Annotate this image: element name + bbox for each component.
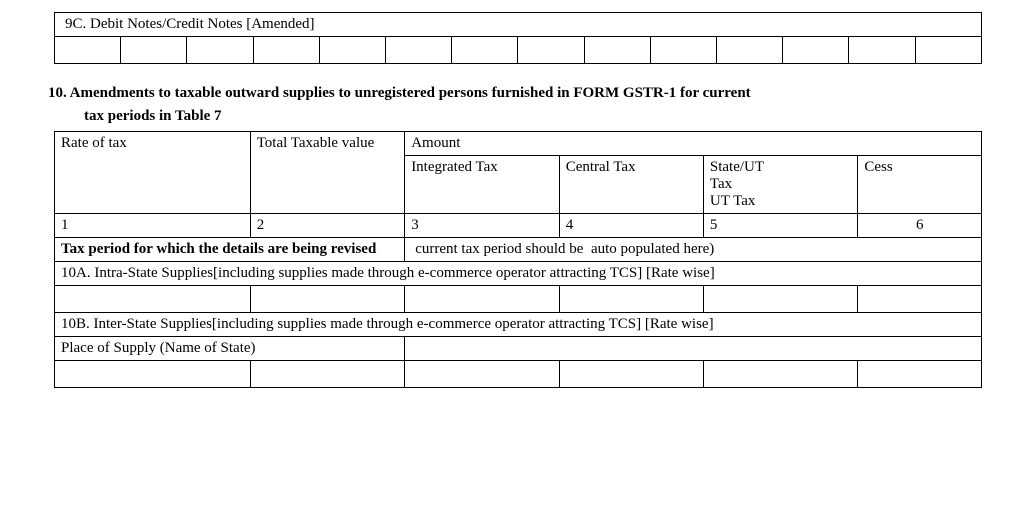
hdr-amount: Amount <box>405 132 982 156</box>
table-9c-empty-row <box>55 37 982 64</box>
numcol-1: 1 <box>55 214 251 238</box>
table-10-row-10b: 10B. Inter-State Supplies[including supp… <box>55 313 982 337</box>
revised-left: Tax period for which the details are bei… <box>55 238 405 262</box>
hdr-rate-of-tax: Rate of tax <box>55 132 251 214</box>
revised-right: current tax period should be auto popula… <box>405 238 982 262</box>
table-10-row-10a-empty <box>55 286 982 313</box>
section-10-heading-line1: 10. Amendments to taxable outward suppli… <box>48 85 751 101</box>
section-10-heading: 10. Amendments to taxable outward suppli… <box>48 82 982 127</box>
hdr-state-ut-tax: State/UT Tax UT Tax <box>703 156 858 214</box>
table-10: Rate of tax Total Taxable value Amount I… <box>54 131 982 388</box>
hdr-cess: Cess <box>858 156 982 214</box>
place-of-supply-empty <box>405 337 982 361</box>
numcol-3: 3 <box>405 214 560 238</box>
hdr-state-ut-l3: UT Tax <box>710 193 755 209</box>
numcol-2: 2 <box>250 214 405 238</box>
place-of-supply: Place of Supply (Name of State) <box>55 337 405 361</box>
section-10-heading-line2: tax periods in Table 7 <box>48 105 982 128</box>
numcol-4: 4 <box>559 214 703 238</box>
table-10-header-row1: Rate of tax Total Taxable value Amount <box>55 132 982 156</box>
hdr-total-taxable-value: Total Taxable value <box>250 132 405 214</box>
table-10-last-empty <box>55 361 982 388</box>
table-9c: 9C. Debit Notes/Credit Notes [Amended] <box>54 12 982 64</box>
hdr-central-tax: Central Tax <box>559 156 703 214</box>
section-9c-title: 9C. Debit Notes/Credit Notes [Amended] <box>55 13 982 37</box>
hdr-integrated-tax: Integrated Tax <box>405 156 560 214</box>
row-10b-text: 10B. Inter-State Supplies[including supp… <box>55 313 982 337</box>
hdr-state-ut-l2: Tax <box>710 176 732 192</box>
table-10-number-row: 1 2 3 4 5 6 <box>55 214 982 238</box>
table-10-row-10a: 10A. Intra-State Supplies[including supp… <box>55 262 982 286</box>
table-10-revised-row: Tax period for which the details are bei… <box>55 238 982 262</box>
hdr-state-ut-l1: State/UT <box>710 159 764 175</box>
table-10-place-of-supply-row: Place of Supply (Name of State) <box>55 337 982 361</box>
numcol-6: 6 <box>858 214 982 238</box>
numcol-5: 5 <box>703 214 858 238</box>
row-10a-text: 10A. Intra-State Supplies[including supp… <box>55 262 982 286</box>
